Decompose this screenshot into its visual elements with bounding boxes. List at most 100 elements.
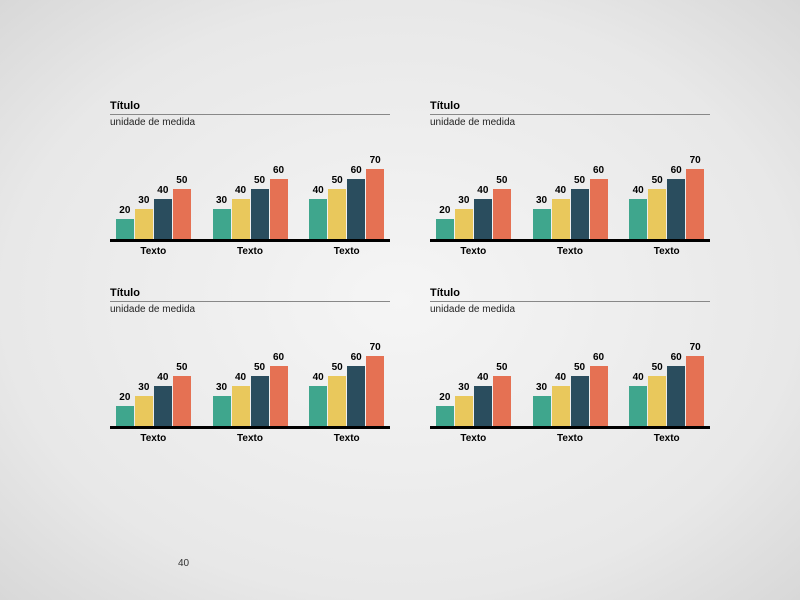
bar: 40 [552, 386, 570, 426]
bar-group: 20304050 [430, 376, 517, 426]
chart-subtitle: unidade de medida [430, 117, 710, 128]
bar-value-label: 40 [235, 185, 246, 196]
x-label: Texto [110, 246, 197, 257]
bar-value-label: 50 [332, 175, 343, 186]
bar-value-label: 30 [458, 382, 469, 393]
x-label: Texto [207, 433, 294, 444]
bar: 50 [648, 189, 666, 239]
bar: 60 [667, 366, 685, 426]
bar: 40 [474, 386, 492, 426]
bar-value-label: 50 [496, 362, 507, 373]
title-rule [430, 114, 710, 115]
bar-group: 40506070 [303, 169, 390, 239]
bar: 40 [309, 199, 327, 239]
bar-value-label: 50 [254, 362, 265, 373]
bar-group: 30405060 [207, 366, 294, 426]
bar: 60 [590, 179, 608, 239]
bar: 30 [135, 396, 153, 426]
x-label: Texto [207, 246, 294, 257]
bar-group: 20304050 [110, 189, 197, 239]
bar-value-label: 30 [216, 195, 227, 206]
bar: 40 [629, 199, 647, 239]
title-rule [110, 301, 390, 302]
bar-value-label: 40 [313, 372, 324, 383]
bar: 30 [533, 209, 551, 239]
bar-value-label: 50 [496, 175, 507, 186]
bar: 30 [135, 209, 153, 239]
bar: 70 [686, 169, 704, 239]
bar-value-label: 40 [477, 185, 488, 196]
chart-plot: 203040503040506040506070 [430, 142, 710, 242]
x-axis: TextoTextoTexto [110, 433, 390, 444]
bar: 20 [116, 219, 134, 239]
bar-value-label: 60 [351, 165, 362, 176]
bar: 40 [154, 199, 172, 239]
bar-value-label: 50 [176, 175, 187, 186]
bar: 40 [232, 386, 250, 426]
bar: 50 [328, 376, 346, 426]
bar-value-label: 20 [119, 392, 130, 403]
page-number: 40 [178, 558, 189, 569]
bar: 30 [213, 396, 231, 426]
bar-value-label: 70 [690, 155, 701, 166]
bar-value-label: 50 [176, 362, 187, 373]
bar: 30 [213, 209, 231, 239]
bar: 50 [571, 376, 589, 426]
bar-value-label: 70 [690, 342, 701, 353]
bar: 50 [493, 189, 511, 239]
bar: 60 [270, 366, 288, 426]
bar: 40 [232, 199, 250, 239]
bar: 50 [251, 189, 269, 239]
chart-panel-2: Títulounidade de medida20304050304050604… [110, 287, 390, 444]
bar: 70 [686, 356, 704, 426]
bar: 50 [173, 189, 191, 239]
bar: 40 [552, 199, 570, 239]
chart-panel-0: Títulounidade de medida20304050304050604… [110, 100, 390, 257]
bar-value-label: 30 [138, 382, 149, 393]
bar-value-label: 50 [574, 362, 585, 373]
chart-title: Título [110, 100, 390, 112]
bar-value-label: 20 [439, 392, 450, 403]
bar-value-label: 60 [593, 165, 604, 176]
x-axis: Texto Texto Texto [110, 246, 390, 257]
bar: 30 [455, 209, 473, 239]
bar-group: 30405060 [527, 179, 614, 239]
bar-value-label: 40 [157, 372, 168, 383]
bar-group: 20304050 [110, 376, 197, 426]
x-label: Texto [303, 433, 390, 444]
bar: 40 [154, 386, 172, 426]
x-axis: TextoTextoTexto [430, 246, 710, 257]
bar: 40 [474, 199, 492, 239]
bar-value-label: 70 [370, 155, 381, 166]
bar-value-label: 40 [313, 185, 324, 196]
chart-subtitle: unidade de medida [110, 304, 390, 315]
bar: 50 [173, 376, 191, 426]
bar-value-label: 60 [671, 352, 682, 363]
bar-value-label: 40 [235, 372, 246, 383]
x-label: Texto [527, 433, 614, 444]
bar-group: 40506070 [623, 356, 710, 426]
x-label: Texto [623, 246, 710, 257]
chart-plot: 203040503040506040506070 [110, 329, 390, 429]
title-rule [110, 114, 390, 115]
bar-group: 40506070 [623, 169, 710, 239]
bar-value-label: 30 [138, 195, 149, 206]
bar-value-label: 50 [652, 362, 663, 373]
bar-value-label: 30 [536, 382, 547, 393]
x-axis: TextoTextoTexto [430, 433, 710, 444]
bar: 20 [436, 406, 454, 426]
x-label: Texto [303, 246, 390, 257]
bar-value-label: 70 [370, 342, 381, 353]
bar: 50 [571, 189, 589, 239]
bar-value-label: 30 [536, 195, 547, 206]
chart-title: Título [110, 287, 390, 299]
bar-value-label: 40 [555, 372, 566, 383]
bar-value-label: 60 [671, 165, 682, 176]
bar: 30 [455, 396, 473, 426]
bar-group: 30405060 [527, 366, 614, 426]
bar: 40 [309, 386, 327, 426]
bar: 20 [436, 219, 454, 239]
bar-value-label: 60 [593, 352, 604, 363]
bar: 60 [270, 179, 288, 239]
chart-subtitle: unidade de medida [110, 117, 390, 128]
